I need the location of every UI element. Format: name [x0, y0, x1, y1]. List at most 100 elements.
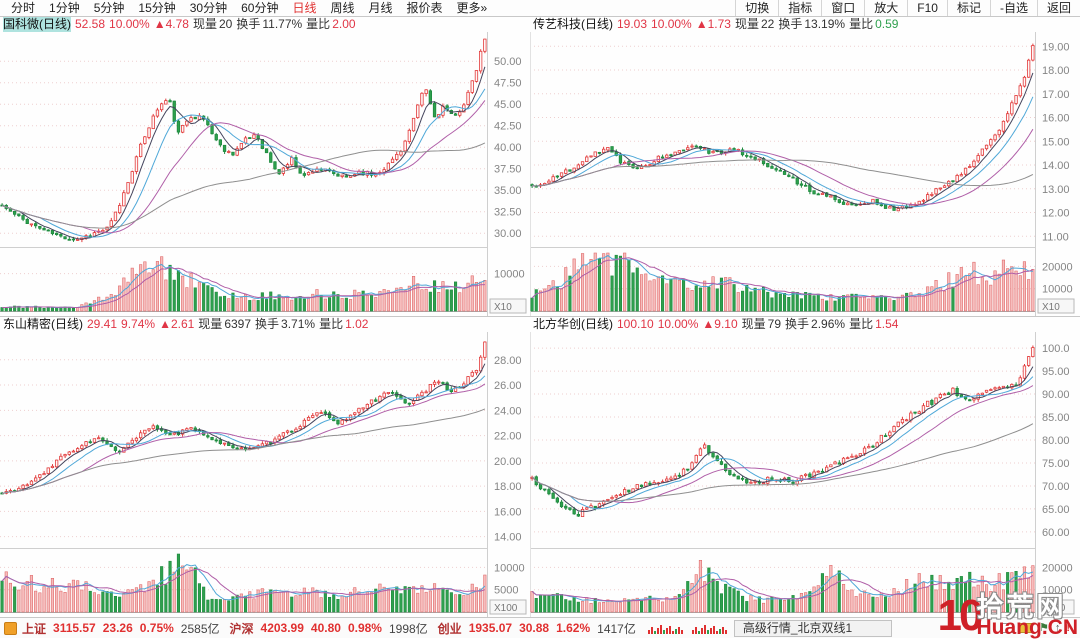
turnover-value: 11.77% [262, 17, 303, 32]
turnover-label: 换手 [785, 317, 810, 332]
pct-change: 10.00% [657, 317, 699, 332]
toolbar-button-指标[interactable]: 指标 [778, 0, 821, 17]
chart-grid: 国科微(日线) 52.58 10.00% ▲4.78 现量 20 换手 11.7… [0, 17, 1080, 618]
stock-name[interactable]: 东山精密(日线) [3, 317, 83, 332]
abs-change: ▲2.61 [159, 317, 195, 332]
svg-text:60.00: 60.00 [1042, 527, 1070, 539]
candlestick-chart-3[interactable]: 28.00 26.00 24.00 22.00 20.00 18.00 16.00 14.00… [0, 332, 530, 618]
last-price: 100.10 [617, 317, 654, 332]
menu-item-月线[interactable]: 月线 [368, 1, 393, 16]
last-price: 29.41 [87, 317, 118, 332]
index-创业[interactable]: 创业 1935.07 30.88 1.62% 1417亿 [437, 621, 636, 636]
vol-label: 现量 [198, 317, 223, 332]
stock-header-1: 国科微(日线) 52.58 10.00% ▲4.78 现量 20 换手 11.7… [0, 17, 530, 33]
candlestick-chart-4[interactable]: 100.0 95.00 90.00 85.00 80.00 75.00 70.00 65.00… [530, 332, 1080, 618]
menu-item-5分钟[interactable]: 5分钟 [93, 1, 125, 16]
svg-text:18.00: 18.00 [1042, 65, 1070, 77]
abs-change: ▲4.78 [153, 17, 189, 32]
toolbar-button-标记[interactable]: 标记 [946, 0, 990, 17]
folder-icon[interactable] [1018, 623, 1033, 634]
market-indices: 上证 3115.57 23.26 0.75% 2585亿 沪深 4203.99 40.80 0.… [22, 620, 646, 637]
toolbar-button-返回[interactable]: 返回 [1036, 0, 1080, 17]
toolbar-menu: 切换 指标 窗口 放大 F10 标记 -自选 返回 [735, 0, 1080, 17]
turnover-label: 换手 [236, 17, 261, 32]
turnover-value: 13.19% [804, 17, 846, 32]
turnover-label: 换手 [255, 317, 280, 332]
svg-text:10000: 10000 [494, 562, 525, 574]
svg-text:24.00: 24.00 [494, 405, 522, 417]
toolbar-button-窗口[interactable]: 窗口 [821, 0, 864, 17]
stock-header-3: 东山精密(日线) 29.41 9.74% ▲2.61 现量 6397 换手 3.… [0, 317, 530, 332]
svg-text:X10: X10 [1042, 302, 1060, 313]
toolbar-button--自选[interactable]: -自选 [989, 0, 1037, 17]
abs-change: ▲9.10 [702, 317, 738, 332]
menu-item-周线[interactable]: 周线 [330, 1, 355, 16]
svg-text:35.00: 35.00 [494, 185, 522, 197]
menu-item-分时[interactable]: 分时 [11, 1, 36, 16]
vol-value: 20 [218, 17, 233, 32]
app-icon[interactable] [4, 621, 17, 635]
svg-text:37.50: 37.50 [494, 164, 522, 176]
menu-item-60分钟[interactable]: 60分钟 [241, 1, 279, 16]
index-上证[interactable]: 上证 3115.57 23.26 0.75% 2585亿 [22, 621, 220, 636]
stock-header-4: 北方华创(日线) 100.10 10.00% ▲9.10 现量 79 换手 2.… [530, 317, 1080, 332]
index-沪深[interactable]: 沪深 4203.99 40.80 0.98% 1998亿 [229, 621, 428, 636]
mini-chart-icon[interactable] [647, 622, 684, 635]
svg-text:50.00: 50.00 [494, 56, 522, 68]
svg-text:42.50: 42.50 [494, 121, 522, 133]
vol-label: 现量 [741, 317, 766, 332]
svg-text:X100: X100 [1042, 603, 1066, 614]
vol-label: 现量 [192, 17, 217, 32]
server-status[interactable]: 高级行情_北京双线1 [733, 619, 892, 637]
ratio-label: 量比 [306, 17, 331, 32]
up-arrow-icon[interactable]: ↑ [1054, 622, 1061, 635]
svg-text:40.00: 40.00 [494, 142, 522, 154]
svg-text:20000: 20000 [1042, 261, 1073, 273]
window-icon[interactable] [999, 623, 1013, 634]
svg-text:10000: 10000 [494, 269, 525, 281]
svg-text:32.50: 32.50 [494, 207, 522, 219]
ratio-label: 量比 [849, 317, 874, 332]
alert-icon[interactable]: ! [1066, 622, 1070, 635]
stock-name[interactable]: 北方华创(日线) [533, 317, 613, 332]
last-price: 19.03 [617, 17, 648, 32]
pct-change: 10.00% [651, 17, 692, 32]
menu-item-更多»[interactable]: 更多» [456, 1, 488, 16]
menu-item-15分钟[interactable]: 15分钟 [138, 1, 176, 16]
vol-value: 6397 [224, 317, 252, 332]
stock-name[interactable]: 传艺科技(日线) [533, 17, 613, 32]
menu-item-日线[interactable]: 日线 [292, 1, 317, 16]
quadrant-4: 北方华创(日线) 100.10 10.00% ▲9.10 现量 79 换手 2.… [530, 317, 1080, 618]
mini-chart-icon[interactable] [691, 622, 728, 635]
svg-text:X100: X100 [494, 603, 518, 614]
quadrant-2: 传艺科技(日线) 19.03 10.00% ▲1.73 现量 22 换手 13.… [530, 17, 1080, 318]
toolbar-button-放大[interactable]: 放大 [864, 0, 907, 17]
stock-name[interactable]: 国科微(日线) [3, 17, 71, 33]
candlestick-chart-2[interactable]: 19.00 18.00 17.00 16.00 15.00 14.00 13.00 12.00… [530, 32, 1080, 317]
vol-value: 79 [767, 317, 782, 332]
toolbar-button-F10[interactable]: F10 [907, 0, 947, 17]
menu-item-30分钟[interactable]: 30分钟 [189, 1, 228, 16]
toolbar-button-切换[interactable]: 切换 [735, 0, 778, 17]
svg-text:70.00: 70.00 [1042, 481, 1070, 493]
svg-text:16.00: 16.00 [1042, 113, 1070, 125]
status-bar: 上证 3115.57 23.26 0.75% 2585亿 沪深 4203.99 40.80 0.… [0, 617, 1080, 638]
turnover-value: 3.71% [281, 317, 316, 332]
svg-text:22.00: 22.00 [494, 431, 522, 443]
svg-text:17.00: 17.00 [1042, 89, 1070, 101]
candlestick-chart-1[interactable]: 50.00 47.50 45.00 42.50 40.00 37.50 35.00 32.50… [0, 32, 530, 317]
svg-text:18.00: 18.00 [494, 481, 522, 493]
menu-item-报价表[interactable]: 报价表 [406, 1, 443, 16]
ratio-label: 量比 [319, 317, 344, 332]
svg-text:75.00: 75.00 [1042, 458, 1070, 470]
abs-change: ▲1.73 [695, 17, 731, 32]
svg-text:47.50: 47.50 [494, 78, 522, 90]
menu-item-1分钟[interactable]: 1分钟 [49, 1, 80, 16]
svg-text:85.00: 85.00 [1042, 412, 1070, 424]
svg-text:X10: X10 [494, 302, 512, 313]
ratio-value: 0.59 [875, 17, 899, 32]
flag-icon[interactable]: ⚑ [1038, 622, 1049, 635]
svg-text:13.00: 13.00 [1042, 184, 1070, 196]
svg-text:11.00: 11.00 [1042, 231, 1069, 243]
ratio-value: 2.00 [332, 17, 356, 32]
